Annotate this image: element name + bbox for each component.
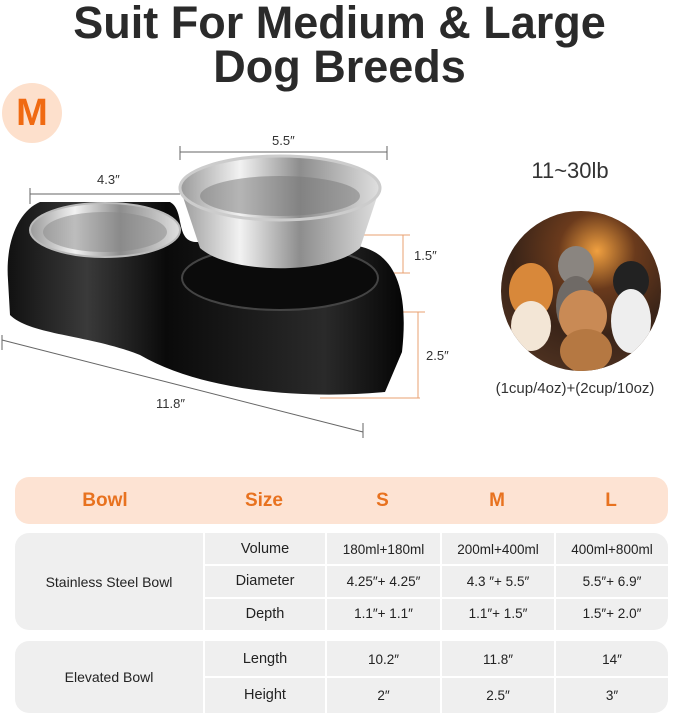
group-label: Stainless Steel Bowl xyxy=(45,573,173,590)
title-line-1: Suit For Medium & Large xyxy=(73,0,606,48)
group-label: Elevated Bowl xyxy=(64,669,154,685)
stand-length: 11.8″ xyxy=(156,396,185,411)
header-l: L xyxy=(605,490,617,511)
header-m: M xyxy=(489,490,505,511)
bowl-depth: 1.5″ xyxy=(414,248,437,263)
header-s: S xyxy=(376,490,389,511)
cell-m: 4.3 ″+ 5.5″ xyxy=(440,565,554,598)
cell-m: 200ml+400ml xyxy=(440,533,554,566)
cell-m: 1.1″+ 1.5″ xyxy=(440,597,554,630)
cell-m: 2.5″ xyxy=(440,677,554,713)
cell-l: 14″ xyxy=(554,641,668,677)
cell-s: 2″ xyxy=(325,677,440,713)
row-attribute: Length xyxy=(203,641,325,677)
capacity-text: (1cup/4oz)+(2cup/10oz) xyxy=(495,380,655,397)
row-attribute: Volume xyxy=(203,533,325,566)
cell-l: 1.5″+ 2.0″ xyxy=(554,597,668,630)
large-bowl-diameter: 5.5″ xyxy=(272,133,295,148)
cell-s: 4.25″+ 4.25″ xyxy=(325,565,440,598)
dogs-photo xyxy=(501,211,661,371)
header-size: Size xyxy=(244,490,284,511)
cell-s: 180ml+180ml xyxy=(325,533,440,566)
stand-height: 2.5″ xyxy=(426,348,449,363)
cell-s: 1.1″+ 1.1″ xyxy=(325,597,440,630)
row-attribute: Depth xyxy=(203,597,325,630)
cell-m: 11.8″ xyxy=(440,641,554,677)
bowl-illustration xyxy=(1,146,425,438)
weight-range: 11~30lb xyxy=(531,158,609,183)
group-elevated-bowl: Elevated Bowl Length 10.2″ 11.8″ 14″ Height 2… xyxy=(15,641,668,713)
cell-l: 3″ xyxy=(554,677,668,713)
dimension-lines xyxy=(1,146,388,438)
cell-l: 400ml+800ml xyxy=(554,533,668,566)
table-header: Bowl Size S M L xyxy=(15,477,668,524)
group-stainless-steel-bowl: Stainless Steel Bowl Volume 180ml+180ml 20… xyxy=(15,533,668,630)
row-divider xyxy=(203,564,668,567)
row-attribute: Height xyxy=(203,677,325,713)
row-attribute: Diameter xyxy=(203,565,325,598)
row-divider xyxy=(203,596,668,599)
cell-l: 5.5″+ 6.9″ xyxy=(554,565,668,598)
header-bowl: Bowl xyxy=(82,490,128,511)
cell-s: 10.2″ xyxy=(325,641,440,677)
size-badge: M xyxy=(2,83,62,143)
title-line-2: Dog Breeds xyxy=(213,41,466,92)
row-divider xyxy=(203,676,668,678)
small-bowl-diameter: 4.3″ xyxy=(97,172,120,187)
